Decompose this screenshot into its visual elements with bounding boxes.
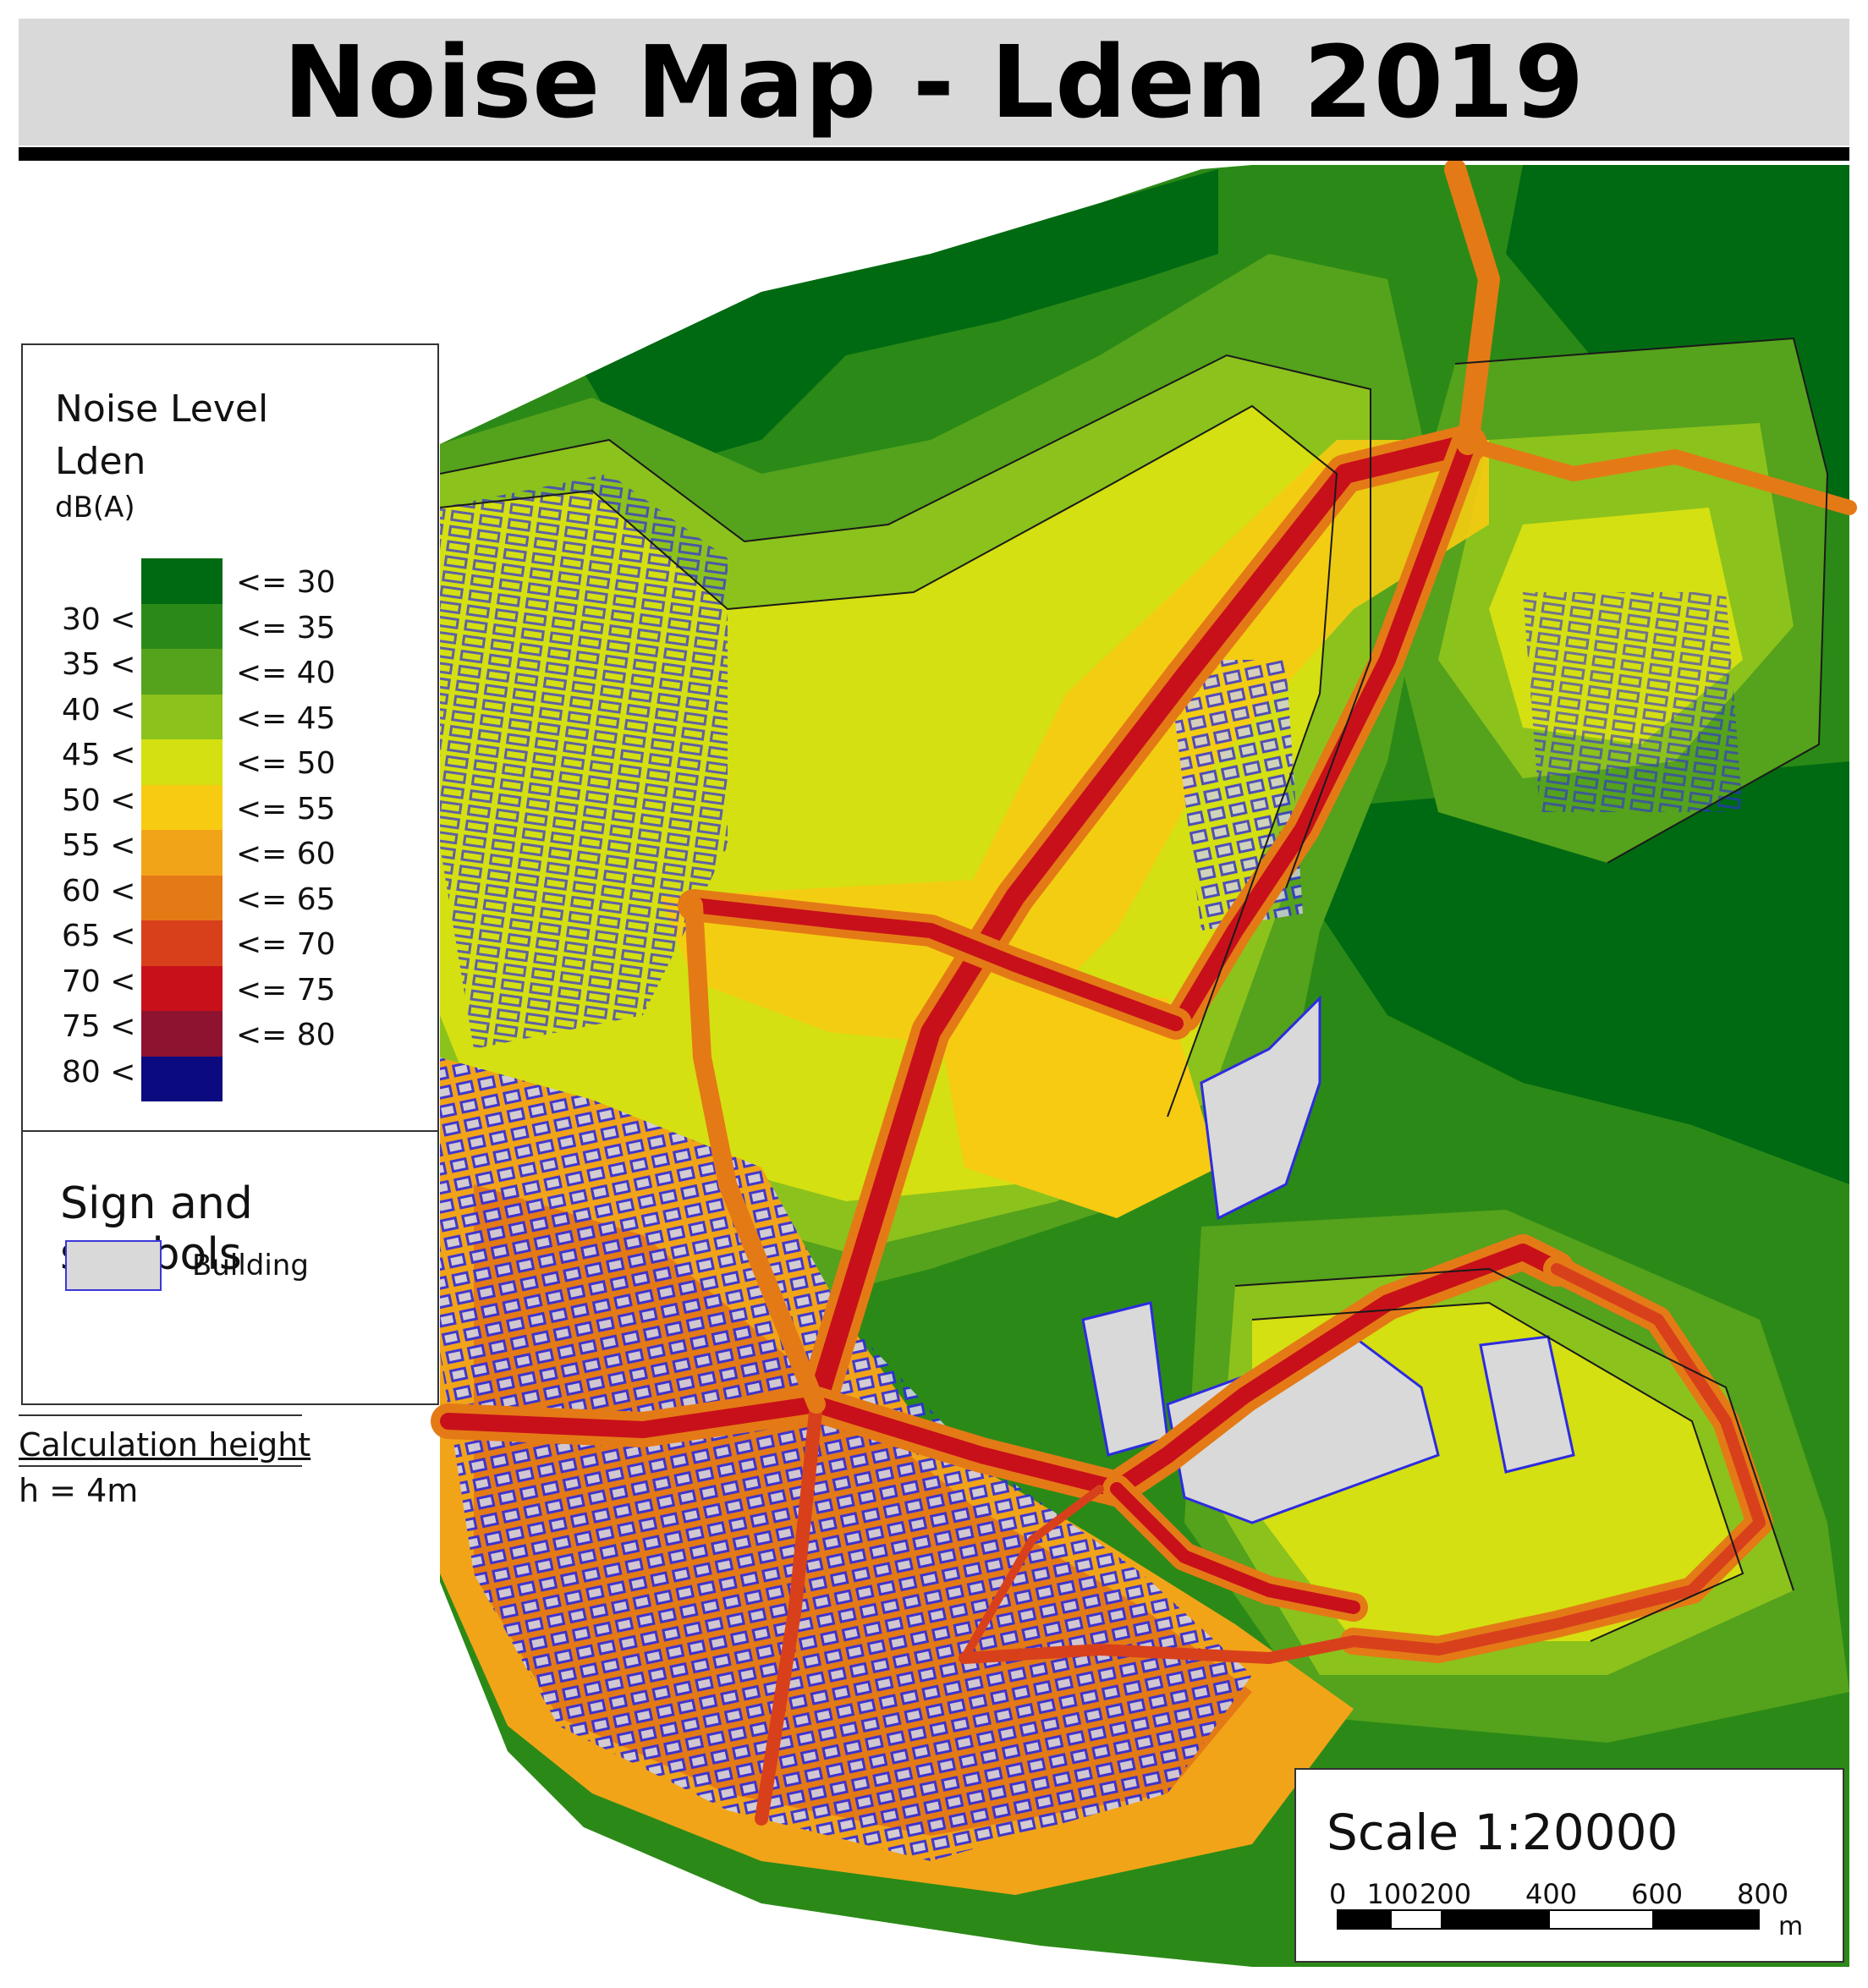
legend-lower-bound: 60 <: [62, 873, 136, 909]
scale-bar-segment: [1389, 1909, 1442, 1930]
contour-lines: [440, 337, 1829, 1642]
scale-unit: m: [1778, 1912, 1804, 1941]
symbols-heading: Sign and symbols: [60, 1178, 253, 1280]
legend-heading-line1: Noise Level: [55, 387, 269, 431]
calculation-height-value: h = 4m: [19, 1472, 139, 1509]
scale-bar-segment: [1442, 1909, 1548, 1930]
legend-upper-bound: <= 40: [236, 656, 336, 690]
scale-tick-label: 400: [1525, 1878, 1578, 1910]
legend-panel: Noise Level Lden dB(A) <= 30 30 < <= 35 35 …: [21, 343, 439, 1405]
scale-tick-label: 600: [1631, 1878, 1684, 1910]
legend-heading-line2: Lden: [55, 440, 146, 483]
legend-upper-bound: <= 55: [236, 791, 336, 827]
legend-swatch: [141, 830, 223, 876]
legend-swatch: [141, 603, 223, 649]
legend-swatch: [141, 739, 223, 785]
legend-swatch: [141, 920, 223, 966]
calc-rule-bottom: [19, 1465, 302, 1467]
legend-upper-bound: <= 70: [236, 927, 336, 962]
scale-tick-label: 200: [1420, 1878, 1472, 1910]
scale-bar-segment: [1337, 1909, 1390, 1930]
legend-upper-bound: <= 45: [236, 700, 336, 736]
legend-lower-bound: 55 <: [62, 828, 136, 863]
legend-swatch: [141, 1056, 223, 1101]
legend-lower-bound: 45 <: [62, 738, 136, 772]
legend-lower-bound: 30 <: [62, 601, 136, 637]
legend-lower-bound: 65 <: [62, 919, 136, 953]
legend-swatch: [141, 558, 223, 604]
legend-upper-bound: <= 50: [236, 746, 336, 781]
legend-lower-bound: 70 <: [62, 964, 136, 999]
scale-title: Scale 1:20000: [1327, 1804, 1678, 1861]
title-bar: Noise Map - Lden 2019: [19, 19, 1849, 146]
building-texture: [440, 474, 1743, 1861]
legend-lower-bound: 35 <: [62, 647, 136, 682]
legend-lower-bound: 75 <: [62, 1009, 136, 1044]
road-network: [431, 158, 1857, 1826]
legend-upper-bound: <= 80: [236, 1018, 336, 1052]
legend-swatch: [141, 875, 223, 920]
legend-swatch: [141, 784, 223, 830]
map-title: Noise Map - Lden 2019: [283, 24, 1585, 140]
scale-panel: Scale 1:20000 0 100 200 400 600 800 m: [1294, 1768, 1844, 1963]
legend-unit: dB(A): [55, 491, 135, 524]
building-symbol-swatch: [65, 1240, 162, 1291]
legend-swatch: [141, 965, 223, 1011]
legend-lower-bound: 80 <: [62, 1054, 136, 1090]
calculation-height-title: Calculation height: [19, 1426, 311, 1464]
scale-tick-label: 800: [1737, 1878, 1789, 1910]
legend-upper-bound: <= 65: [236, 881, 336, 917]
legend-lower-bound: 40 <: [62, 692, 136, 728]
scale-bar-segment: [1654, 1909, 1760, 1930]
building-symbol-label: Building: [192, 1249, 309, 1282]
legend-swatch: [141, 649, 223, 695]
legend-upper-bound: <= 60: [236, 837, 336, 871]
scale-bar-segment: [1548, 1909, 1654, 1930]
legend-swatch: [141, 694, 223, 739]
legend-swatch: [141, 1011, 223, 1057]
legend-divider: [23, 1130, 437, 1132]
calc-rule-top: [19, 1414, 302, 1416]
legend-upper-bound: <= 30: [236, 565, 336, 600]
scale-tick-label: 0: [1329, 1878, 1347, 1910]
legend-upper-bound: <= 35: [236, 610, 336, 645]
scale-tick-label: 100: [1366, 1878, 1419, 1910]
legend-lower-bound: 50 <: [62, 783, 136, 818]
title-underline: [19, 147, 1849, 161]
legend-upper-bound: <= 75: [236, 972, 336, 1008]
